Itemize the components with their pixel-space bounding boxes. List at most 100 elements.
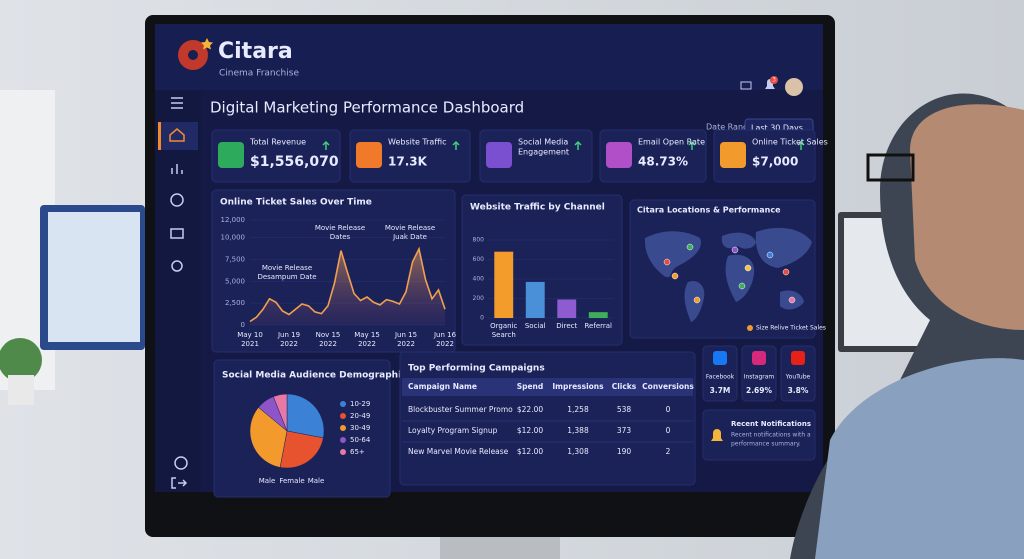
kpi-icon (356, 142, 382, 168)
avatar[interactable] (785, 78, 803, 96)
social-name: Facebook (706, 374, 735, 381)
pie-slice (286, 393, 325, 439)
person-face (910, 104, 1024, 330)
annotation: Desampum Date (257, 273, 316, 281)
trend-arrow (322, 140, 330, 150)
kpi-icon (486, 142, 512, 168)
date-range-label: Date Range: (706, 123, 756, 132)
x-tick-label: May 15 (354, 331, 380, 339)
y-tick-label: 400 (473, 276, 485, 283)
trend-arrow (574, 140, 582, 150)
annotation: Movie Release (385, 224, 435, 232)
kpi-label: Online Ticket Sales (752, 138, 828, 147)
device-icon[interactable] (740, 81, 752, 90)
bar (525, 281, 545, 318)
pie-footer-label: Female (279, 477, 304, 485)
legend-label: 20-49 (350, 412, 370, 420)
map-marker (782, 268, 790, 276)
notification-title: Recent Notifications (731, 420, 811, 428)
bar (588, 312, 608, 318)
area (250, 248, 445, 325)
kpi-icon (720, 142, 746, 168)
table-cell: Blockbuster Summer Promo (408, 405, 513, 414)
help-icon[interactable] (174, 456, 188, 470)
brand-tagline: Cinema Franchise (219, 69, 299, 79)
x-tick-label: 2022 (280, 340, 298, 348)
table-cell: 538 (617, 405, 632, 414)
table-cell: 1,258 (567, 405, 589, 414)
kpi-value: $1,556,070 (250, 154, 339, 170)
table-cell: Loyalty Program Signup (408, 426, 498, 435)
history-icon[interactable] (170, 193, 184, 207)
logo-hub (188, 50, 198, 60)
map-marker (744, 264, 752, 272)
map-marker (693, 296, 701, 304)
table-header (402, 378, 693, 396)
table-cell: 1,308 (567, 447, 589, 456)
top-bar (155, 24, 823, 90)
pie-slice (249, 407, 288, 468)
plant (0, 338, 42, 382)
notification-text: performance summary. (731, 441, 801, 448)
settings-icon[interactable] (171, 260, 183, 272)
social-icon (713, 351, 727, 365)
legend-swatch (340, 425, 346, 431)
x-tick-label: Social (525, 322, 546, 330)
kpi-label: Social Media (518, 138, 568, 147)
map-marker (663, 258, 671, 266)
x-tick-label: 2022 (436, 340, 454, 348)
table-cell: 373 (617, 426, 632, 435)
person-shirt (815, 358, 1024, 559)
y-tick-label: 12,000 (221, 216, 246, 224)
logo-star (201, 38, 213, 50)
kpi-label: Engagement (518, 148, 569, 157)
panel (702, 345, 738, 402)
page-title: Digital Marketing Performance Dashboard (210, 99, 524, 117)
y-tick-label: 200 (473, 295, 485, 302)
map-marker (738, 282, 746, 290)
sidebar (155, 90, 201, 492)
social-name: YouTube (785, 374, 811, 381)
social-value: 3.8% (788, 386, 809, 395)
map-marker (766, 251, 774, 259)
x-tick-label: 2022 (397, 340, 415, 348)
notification-bell (711, 429, 723, 441)
brand-name: Citara (218, 39, 293, 64)
mail-icon[interactable] (170, 228, 184, 239)
map-marker (686, 243, 694, 251)
table-cell: 2 (666, 447, 671, 456)
x-tick-label: Direct (556, 322, 577, 330)
sidebar-active[interactable] (158, 122, 198, 150)
table-header-cell: Impressions (552, 382, 604, 391)
y-tick-label: 2,500 (225, 299, 245, 307)
table-cell: $22.00 (517, 405, 543, 414)
kpi-value: $7,000 (752, 155, 798, 169)
x-tick-label: Jun 19 (277, 331, 300, 339)
table-cell: $12.00 (517, 426, 543, 435)
trend-arrow (797, 140, 805, 150)
logout-icon[interactable] (171, 477, 188, 489)
chart-title: Website Traffic by Channel (470, 203, 605, 213)
x-tick-label: 2021 (241, 340, 259, 348)
kpi-label: Email Open Rate (638, 138, 705, 147)
panel (741, 345, 777, 402)
y-tick-label: 800 (473, 237, 485, 244)
table-cell: 0 (666, 405, 671, 414)
pie-slice (273, 393, 288, 432)
chart-title: Online Ticket Sales Over Time (220, 198, 372, 208)
notification-text: Recent notifications with a (731, 432, 811, 439)
social-value: 2.69% (746, 386, 773, 395)
table-cell: 190 (617, 447, 632, 456)
x-tick-label: Search (492, 331, 516, 339)
panel (211, 129, 341, 183)
annotation: Dates (330, 233, 351, 241)
stats-icon[interactable] (171, 164, 183, 174)
bar (494, 251, 514, 318)
table-header-cell: Spend (517, 382, 544, 391)
menu-icon[interactable] (171, 97, 183, 109)
home-icon[interactable] (169, 128, 185, 142)
y-tick-label: 10,000 (221, 234, 246, 242)
social-value: 3.7M (710, 386, 731, 395)
y-tick-label: 5,000 (225, 277, 245, 285)
